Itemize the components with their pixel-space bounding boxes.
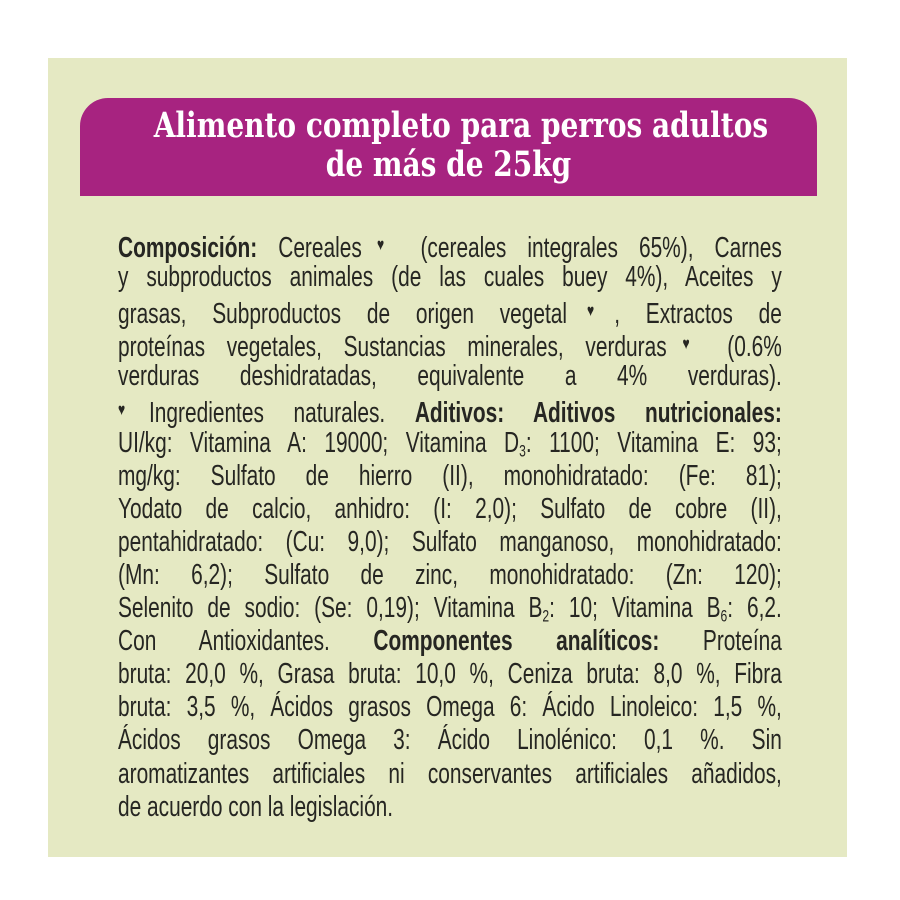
ingredients-text: Composición: Cereales♥ (cereales integra… <box>118 228 782 824</box>
label-text-segment: : 1100; Vitamina E: 93; <box>525 426 782 459</box>
label-line: y subproductos animales (de las cuales b… <box>118 261 782 294</box>
label-line: Con Antioxidantes. Componentes analítico… <box>118 625 782 658</box>
label-text-segment: bruta: 20,0 %, Grasa bruta: 10,0 %, Ceni… <box>118 658 782 691</box>
label-text-segment: pentahidratado: (Cu: 9,0); Sulfato manga… <box>118 525 782 558</box>
label-text-segment: (Mn: 6,2); Sulfato de zinc, monohidratad… <box>118 558 782 591</box>
label-text-segment: mg/kg: Sulfato de hierro (II), monohidra… <box>118 459 782 492</box>
label-text-segment: : 10; Vitamina B <box>549 592 721 625</box>
label-text-segment: Proteína <box>659 625 782 658</box>
label-line: de acuerdo con la legislación. <box>118 791 782 824</box>
label-text-segment: Selenito de sodio: (Se: 0,19); Vitamina … <box>118 592 543 625</box>
label-line: grasas, Subproductos de origen vegetal♥,… <box>118 294 782 331</box>
label-text-segment: UI/kg: Vitamina A: 19000; Vitamina D <box>118 426 520 459</box>
label-text-segment: Con Antioxidantes. <box>118 625 374 658</box>
label-line: aromatizantes artificiales ni conservant… <box>118 758 782 791</box>
label-text-segment: aromatizantes artificiales ni conservant… <box>118 757 782 790</box>
label-text-segment: Yodato de calcio, anhidro: (I: 2,0); Sul… <box>118 492 782 525</box>
label-text-segment: , Extractos de <box>614 298 782 331</box>
header-banner: Alimento completo para perros adultos de… <box>80 98 817 196</box>
label-text-segment: 3 <box>519 441 526 461</box>
label-line: UI/kg: Vitamina A: 19000; Vitamina D3: 1… <box>118 426 782 461</box>
label-panel: Alimento completo para perros adultos de… <box>48 58 847 857</box>
label-line: Composición: Cereales♥ (cereales integra… <box>118 228 782 265</box>
label-text-segment: 6 <box>720 606 728 626</box>
label-text-segment: de acuerdo con la legislación. <box>118 790 394 823</box>
label-text-segment: (0.6% <box>705 331 782 364</box>
heart-icon: ♥ <box>567 301 615 321</box>
label-text-segment: Cereales <box>257 232 362 265</box>
label-line: bruta: 20,0 %, Grasa bruta: 10,0 %, Ceni… <box>118 658 782 691</box>
label-line: pentahidratado: (Cu: 9,0); Sulfato manga… <box>118 526 782 559</box>
banner-title-line-2: de más de 25kg <box>325 144 572 185</box>
label-line: (Mn: 6,2); Sulfato de zinc, monohidratad… <box>118 559 782 592</box>
label-line: Selenito de sodio: (Se: 0,19); Vitamina … <box>118 592 782 626</box>
label-text-segment: : 6,2. <box>727 592 782 625</box>
label-text-segment: bruta: 3,5 %, Ácidos grasos Omega 6: Áci… <box>118 691 782 724</box>
heart-icon: ♥ <box>666 334 706 354</box>
label-text-segment: grasas, Subproductos de origen vegetal <box>118 298 568 331</box>
label-text-segment: verduras deshidratadas, equivalente a 4%… <box>118 360 782 393</box>
label-line: proteínas vegetales, Sustancias minerale… <box>118 327 782 364</box>
label-text-segment: proteínas vegetales, Sustancias minerale… <box>118 331 667 364</box>
heart-icon: ♥ <box>118 400 149 420</box>
label-text-segment: Ácidos grasos Omega 3: Ácido Linolénico:… <box>118 724 782 757</box>
label-line: bruta: 3,5 %, Ácidos grasos Omega 6: Áci… <box>118 691 782 724</box>
label-line: ♥Ingredientes naturales. Aditivos: Aditi… <box>118 393 782 430</box>
label-line: verduras deshidratadas, equivalente a 4%… <box>118 360 782 393</box>
heart-icon: ♥ <box>361 235 400 254</box>
label-line: Ácidos grasos Omega 3: Ácido Linolénico:… <box>118 724 782 757</box>
banner-title: Alimento completo para perros adultos de… <box>153 98 769 185</box>
label-text-segment: Aditivos: Aditivos nutricionales: <box>414 397 782 430</box>
label-line: mg/kg: Sulfato de hierro (II), monohidra… <box>118 460 782 493</box>
label-line: Yodato de calcio, anhidro: (I: 2,0); Sul… <box>118 493 782 526</box>
label-text-segment: Composición: <box>118 232 258 265</box>
label-text-segment: (cereales integrales 65%), Carnes <box>399 232 782 265</box>
banner-title-line-1: Alimento completo para perros adultos <box>153 105 769 146</box>
label-text-segment: Componentes analíticos: <box>373 625 660 658</box>
label-text-segment: 2 <box>542 606 550 626</box>
label-text-segment: y subproductos animales (de las cuales b… <box>118 261 782 294</box>
label-text-segment: Ingredientes naturales. <box>148 397 415 430</box>
